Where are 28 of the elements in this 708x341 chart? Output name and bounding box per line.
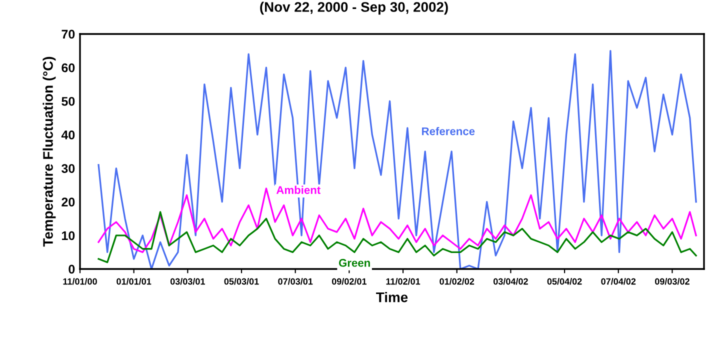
y-tick-label: 20 bbox=[62, 198, 75, 207]
x-tick-label: 07/04/02 bbox=[601, 278, 636, 285]
x-tick-label: 03/03/01 bbox=[170, 278, 205, 285]
x-tick-label: 09/03/02 bbox=[655, 278, 690, 285]
series-label: Reference bbox=[422, 127, 475, 136]
x-tick-label: 11/02/01 bbox=[386, 278, 420, 285]
x-tick-label: 03/04/02 bbox=[494, 278, 528, 285]
x-tick-label: 05/03/01 bbox=[224, 278, 259, 285]
x-axis-title: Time bbox=[376, 292, 408, 302]
x-tick-label: 07/03/01 bbox=[278, 278, 313, 285]
line-series bbox=[98, 188, 697, 254]
y-tick-label: 60 bbox=[62, 63, 75, 72]
y-tick-label: 70 bbox=[62, 30, 75, 39]
line-series bbox=[98, 50, 697, 269]
x-tick-label: 11/01/00 bbox=[63, 278, 97, 285]
y-axis-title: Temperature Fluctuation (°C) bbox=[42, 56, 56, 247]
x-tick-label: 01/02/02 bbox=[440, 278, 474, 285]
y-tick-label: 0 bbox=[68, 264, 75, 274]
series-label: Ambient bbox=[276, 186, 320, 194]
series-label: Green bbox=[338, 258, 370, 267]
y-tick-label: 30 bbox=[62, 164, 75, 173]
y-tick-label: 40 bbox=[61, 130, 75, 140]
chart-title: (Nov 22, 2000 - Sep 30, 2002) bbox=[260, 2, 448, 15]
y-tick-label: 10 bbox=[62, 231, 75, 240]
y-tick-label: 50 bbox=[62, 96, 75, 106]
x-tick-label: 01/01/01 bbox=[116, 278, 152, 285]
x-tick-label: 09/02/01 bbox=[332, 278, 367, 285]
x-tick-label: 05/04/02 bbox=[547, 278, 582, 285]
